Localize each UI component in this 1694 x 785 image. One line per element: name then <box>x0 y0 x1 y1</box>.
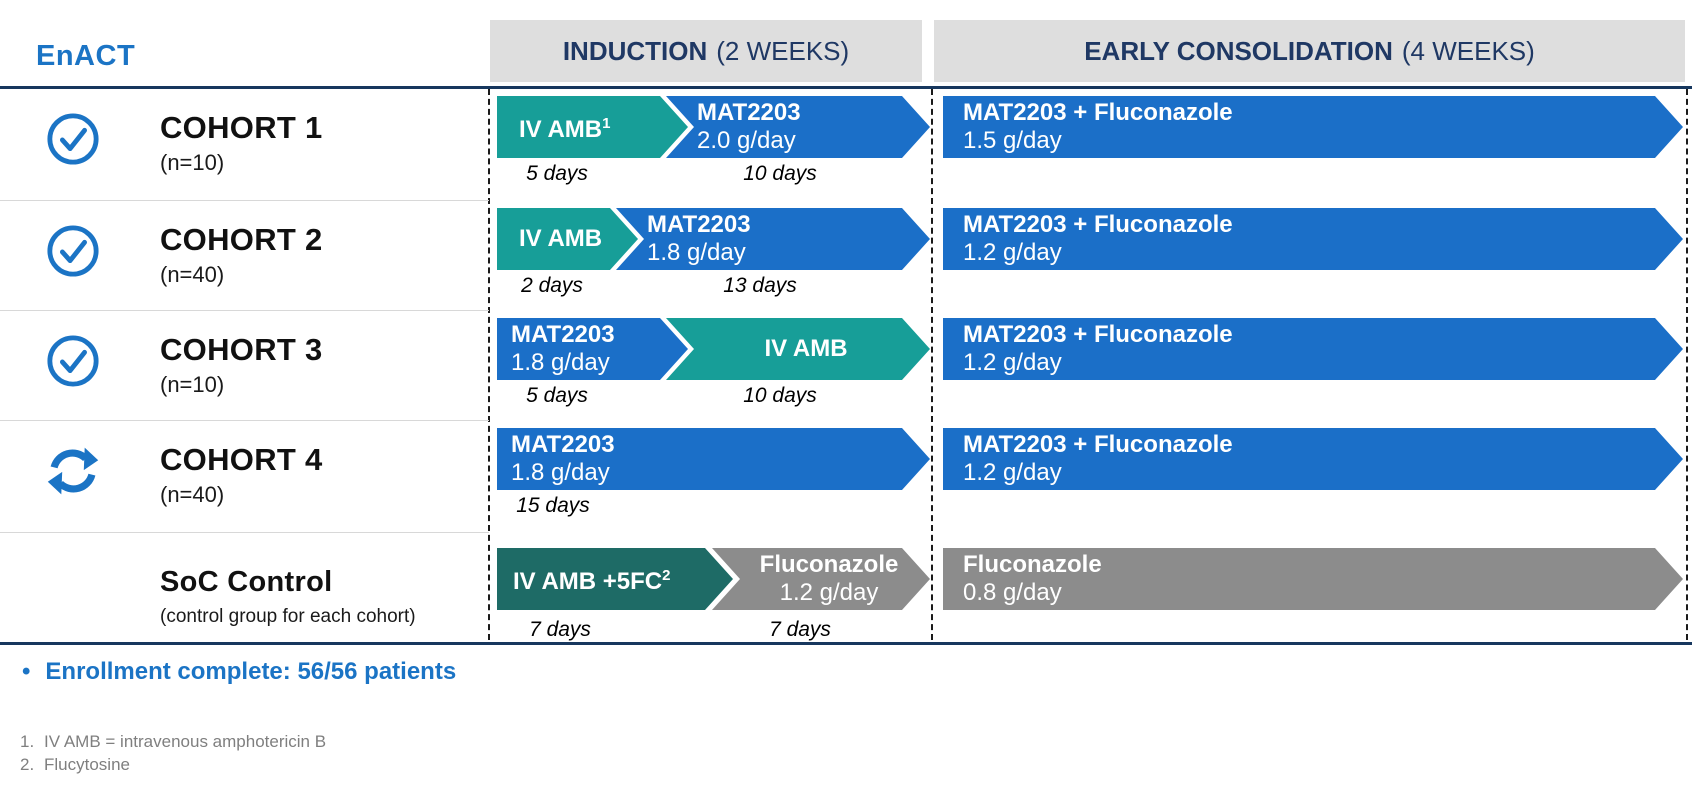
cohort-name: COHORT 3 <box>160 332 323 367</box>
induction-segment-iv-amb: IV AMB <box>666 318 930 380</box>
duration-label: 5 days <box>526 384 588 407</box>
cohort-note: (control group for each cohort) <box>160 606 416 627</box>
induction-segment-mat2203: MAT2203 2.0 g/day <box>666 96 930 158</box>
table-top-rule <box>0 86 1692 89</box>
induction-segment-fluconazole: Fluconazole 1.2 g/day <box>712 548 930 610</box>
cohort-label: COHORT 1 (n=10) <box>160 110 323 176</box>
footnote-1: 1. IV AMB = intravenous amphotericin B <box>20 730 326 753</box>
cohort-n: (n=40) <box>160 482 225 507</box>
duration-label: 7 days <box>769 618 831 641</box>
bullet-icon: • <box>22 658 31 685</box>
row-divider <box>0 310 489 311</box>
induction-segment-iv-amb-5fc: IV AMB +5FC2 <box>497 548 733 610</box>
phase-duration: (4 WEEKS) <box>1401 35 1535 66</box>
cohort-name: SoC Control <box>160 566 333 598</box>
duration-label: 7 days <box>529 618 591 641</box>
footnote-text: Flucytosine <box>44 755 130 774</box>
phase-duration: (2 WEEKS) <box>716 35 850 66</box>
duration-label: 10 days <box>743 384 817 407</box>
dashed-divider-middle <box>931 89 933 640</box>
phase-name: INDUCTION <box>562 35 708 66</box>
duration-label: 10 days <box>743 162 817 185</box>
duration-label: 2 days <box>521 274 583 297</box>
duration-label: 5 days <box>526 162 588 185</box>
induction-segment-mat2203: MAT2203 1.8 g/day <box>616 208 930 270</box>
table-bottom-rule <box>0 642 1692 645</box>
consolidation-segment: MAT2203 + Fluconazole 1.5 g/day <box>943 96 1683 158</box>
row-divider <box>0 200 489 201</box>
dashed-divider-right <box>1686 89 1688 640</box>
consolidation-segment: MAT2203 + Fluconazole 1.2 g/day <box>943 208 1683 270</box>
row-divider <box>0 532 489 533</box>
cohort-n: (n=40) <box>160 262 225 287</box>
row-divider <box>0 420 489 421</box>
cohort-name: COHORT 2 <box>160 222 323 257</box>
check-circle-icon <box>46 112 100 166</box>
induction-segment-iv-amb: IV AMB1 <box>497 96 688 158</box>
cohort-label: COHORT 3 (n=10) <box>160 332 323 398</box>
footnote-number: 2. <box>20 755 35 774</box>
cohort-label: COHORT 4 (n=40) <box>160 442 323 508</box>
footnote-number: 1. <box>20 732 35 751</box>
duration-label: 15 days <box>516 494 590 517</box>
phase-header-consolidation: EARLY CONSOLIDATION (4 WEEKS) <box>934 20 1685 82</box>
refresh-cycle-icon <box>46 444 100 498</box>
cohort-n: (n=10) <box>160 150 225 175</box>
induction-segment-iv-amb: IV AMB <box>497 208 638 270</box>
study-title: EnACT <box>36 40 136 72</box>
phase-header-induction: INDUCTION (2 WEEKS) <box>490 20 922 82</box>
consolidation-segment: MAT2203 + Fluconazole 1.2 g/day <box>943 318 1683 380</box>
phase-name: EARLY CONSOLIDATION <box>1084 35 1393 66</box>
enrollment-summary: • Enrollment complete: 56/56 patients <box>22 658 456 686</box>
duration-label: 13 days <box>723 274 797 297</box>
cohort-label: SoC Control (control group for each coho… <box>160 564 416 628</box>
footnote-text: IV AMB = intravenous amphotericin B <box>44 732 327 751</box>
consolidation-segment: MAT2203 + Fluconazole 1.2 g/day <box>943 428 1683 490</box>
cohort-name: COHORT 1 <box>160 110 323 145</box>
footnote-2: 2. Flucytosine <box>20 753 326 776</box>
footnotes: 1. IV AMB = intravenous amphotericin B 2… <box>20 730 326 776</box>
check-circle-icon <box>46 334 100 388</box>
cohort-name: COHORT 4 <box>160 442 323 477</box>
cohort-n: (n=10) <box>160 372 225 397</box>
enrollment-text: Enrollment complete: 56/56 patients <box>45 658 457 685</box>
dashed-divider-left <box>488 89 490 640</box>
cohort-label: COHORT 2 (n=40) <box>160 222 323 288</box>
induction-segment-mat2203: MAT2203 1.8 g/day <box>497 428 930 490</box>
check-circle-icon <box>46 224 100 278</box>
induction-segment-mat2203: MAT2203 1.8 g/day <box>497 318 688 380</box>
consolidation-segment: Fluconazole 0.8 g/day <box>943 548 1683 610</box>
